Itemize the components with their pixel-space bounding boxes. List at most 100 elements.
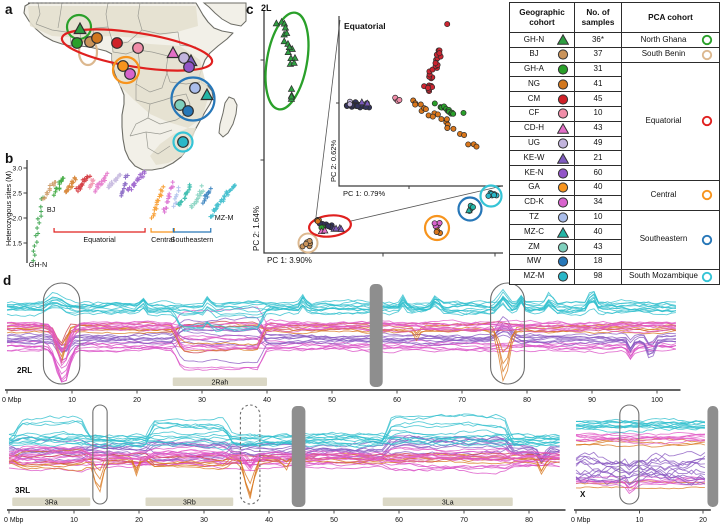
pca-cohort-ring-icon: [701, 34, 713, 46]
cohort-code: CD-H: [524, 123, 544, 133]
het-strip-undefined: [176, 182, 193, 207]
geographic-cohort-cell: CD-H: [509, 120, 575, 137]
highlight-oval-2RL: [42, 282, 81, 385]
sample-count-cell: 49: [574, 135, 622, 152]
x-tick-label-3RL: 10: [70, 517, 78, 524]
x-tick-label-3RL: 30: [200, 517, 208, 524]
sample-count-cell: 18: [574, 253, 622, 270]
cohort-code: CM: [527, 93, 541, 103]
het-y-axis-label: Heterozygous sites (M): [4, 171, 13, 246]
panel-label-c: c: [246, 2, 254, 17]
het-strip-undefined: [208, 183, 237, 219]
cohort-marker-icon: [557, 49, 569, 60]
table-row: MW 18: [509, 253, 720, 270]
het-annotation-MZ-M: MZ-M: [215, 213, 234, 222]
cohort-marker-icon: [557, 152, 569, 164]
highlight-oval-X: [619, 404, 640, 505]
het-bracket-southeastern: [172, 228, 212, 233]
cohort-code: TZ: [529, 212, 539, 222]
panel-a-map: [23, 2, 247, 171]
cohort-code: GH-A: [524, 64, 544, 74]
inversion-region-3Ra: [12, 497, 91, 506]
het-y-tick-label: 1.5: [13, 240, 23, 247]
sample-count-cell: 41: [574, 76, 622, 93]
cohort-marker-icon: [557, 182, 569, 193]
sample-count-cell: 31: [574, 61, 622, 78]
panel-label-a: a: [5, 2, 13, 17]
cohort-marker-icon: [557, 93, 569, 105]
pca-cohort-label: North Ghana: [640, 34, 687, 44]
table-row: ZM 43: [509, 239, 720, 255]
pca-cohort-cell: Central: [621, 179, 720, 211]
geographic-cohort-cell: MZ-C: [509, 224, 575, 241]
heterochromatin-bar-3RL: [291, 406, 306, 507]
pca-cohort-ring-icon: [701, 271, 713, 282]
inversion-region-3Rb: [145, 497, 234, 506]
panel-d-genome-scans: 0 Mbp 10 20 30 40 50 60 70 80 90 100 2Rah 0 Mbp 10 20 3…: [2, 282, 719, 524]
genome-scan-lines-3RL: [8, 413, 560, 499]
sample-count-cell: 43: [574, 239, 622, 255]
het-strip-undefined: [200, 186, 213, 206]
pca-axes: [263, 10, 503, 254]
genome-scan-lines-2RL: [6, 288, 677, 383]
geographic-cohort-cell: UG: [509, 135, 575, 152]
het-strip-undefined: [40, 180, 58, 202]
geographic-cohort-cell: TZ: [509, 209, 575, 226]
chrom-label-x: X: [580, 490, 586, 499]
x-tick-label-2RL: 0 Mbp: [2, 397, 22, 404]
het-strip-undefined: [93, 171, 110, 194]
map-marker-ZM: [174, 99, 186, 111]
het-bracket-equatorial: [53, 228, 146, 233]
sample-count-cell: 10: [574, 105, 622, 122]
pca-cohort-ring-icon: [701, 116, 713, 127]
pca-inset-callout-line: [315, 19, 341, 218]
het-y-tick-label: 3.0: [13, 165, 23, 172]
het-strip-undefined: [74, 174, 93, 194]
x-tick-label-2RL: 70: [458, 397, 466, 404]
map-marker-KE-N: [183, 61, 195, 73]
cohort-code: MZ-C: [524, 226, 544, 236]
geographic-cohort-cell: BJ: [509, 46, 575, 63]
het-strip-undefined: [149, 184, 166, 221]
pca-cohort-label: Central: [650, 189, 677, 199]
x-tick-label-2RL: 40: [263, 397, 271, 404]
cohort-code: MW: [526, 256, 542, 266]
x-tick-label-2RL: 30: [198, 397, 206, 404]
x-tick-label-X: 20: [699, 517, 707, 524]
sample-count-cell: 21: [574, 150, 622, 167]
highlight-oval-3RL: [239, 404, 261, 505]
het-strip-undefined: [171, 185, 181, 209]
pca-ring-south-benin: [297, 232, 319, 254]
table-row: GH-A 31 Equatorial: [509, 61, 720, 181]
x-tick-label-2RL: 10: [68, 397, 76, 404]
het-bracket-label: Southeastern: [171, 235, 214, 244]
heterochromatin-bar-2RL: [369, 284, 383, 387]
map-cohort-markers: [71, 21, 214, 148]
inversion-region-label: 3La: [442, 500, 454, 507]
panel-label-d: d: [3, 273, 11, 288]
pca-cohort-cell: South Benin: [621, 46, 720, 63]
cohort-table-header-row: Geographic cohort No. of samples PCA coh…: [509, 2, 720, 33]
x-tick-label-2RL: 80: [523, 397, 531, 404]
sample-count-cell: 45: [574, 91, 622, 107]
map-marker-TZ: [189, 82, 201, 94]
col-header-no-of-samples: No. of samples: [574, 2, 622, 33]
pca-inset-x-axis-label: PC 1: 0.79%: [343, 189, 385, 198]
geographic-cohort-cell: NG: [509, 76, 575, 93]
geographic-cohort-cell: GH-A: [509, 61, 575, 78]
cohort-table: Geographic cohort No. of samples PCA coh…: [509, 2, 720, 285]
geographic-cohort-cell: MZ-M: [509, 268, 575, 285]
pca-cohort-cell: Equatorial: [621, 61, 720, 181]
het-annotation-GH-N: GH-N: [29, 260, 47, 269]
het-strip-undefined: [125, 169, 147, 193]
het-bracket-central: [150, 228, 175, 233]
het-strip-undefined: [63, 175, 78, 195]
cohort-marker-icon: [557, 79, 569, 90]
sample-count-cell: 10: [574, 209, 622, 226]
cohort-marker-icon: [557, 34, 569, 46]
pca-ring-central: [423, 214, 451, 242]
table-row: GA 40 Central: [509, 179, 720, 211]
cohort-code: NG: [528, 78, 540, 88]
x-tick-label-2RL: 100: [651, 397, 663, 404]
